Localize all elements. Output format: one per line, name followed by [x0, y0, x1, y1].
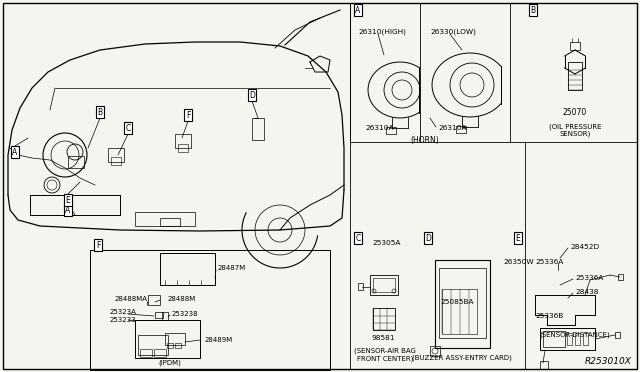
Text: 26310A: 26310A [365, 125, 394, 131]
Bar [167, 343, 173, 348]
Text: 25070: 25070 [563, 108, 587, 116]
Bar [148, 295, 160, 305]
Bar [135, 320, 200, 358]
Bar [386, 127, 396, 134]
Text: R253010X: R253010X [585, 357, 632, 366]
Bar [435, 260, 490, 348]
Text: 28452D: 28452D [570, 244, 599, 250]
Bar [583, 333, 588, 345]
Text: (HORN): (HORN) [411, 135, 440, 144]
Text: (IPDM): (IPDM) [159, 360, 181, 366]
Text: A: A [65, 205, 70, 215]
Text: D: D [425, 234, 431, 243]
Text: 28438: 28438 [575, 289, 598, 295]
Bar [543, 331, 565, 347]
Text: 25323A: 25323A [110, 309, 137, 315]
Text: 28488M: 28488M [168, 296, 196, 302]
Text: B: B [97, 108, 102, 116]
Text: C: C [125, 124, 131, 132]
Text: (BUZZER ASSY-ENTRY CARD): (BUZZER ASSY-ENTRY CARD) [412, 355, 512, 361]
Text: 26310A: 26310A [438, 125, 467, 131]
Text: 98581: 98581 [372, 335, 396, 341]
Text: 25336A: 25336A [535, 259, 563, 265]
Bar [442, 289, 477, 334]
Text: E: E [516, 234, 520, 243]
Text: F: F [96, 241, 100, 250]
Bar [570, 42, 580, 50]
Bar [430, 346, 440, 356]
Bar [439, 268, 486, 338]
Bar [160, 218, 180, 226]
Bar [373, 278, 395, 292]
Text: A: A [355, 6, 360, 15]
Text: 26350W: 26350W [503, 259, 534, 265]
Text: E: E [66, 196, 70, 205]
Bar [162, 312, 168, 320]
Bar [373, 308, 395, 330]
Text: 253233: 253233 [110, 317, 136, 323]
Bar [568, 62, 582, 90]
Text: 28487M: 28487M [218, 265, 246, 271]
Bar [615, 332, 620, 338]
Bar [456, 126, 466, 133]
Bar [160, 253, 215, 285]
Text: 25085BA: 25085BA [440, 299, 474, 305]
Text: 28488MA: 28488MA [115, 296, 148, 302]
Bar [178, 144, 188, 152]
Text: 26310(HIGH): 26310(HIGH) [358, 29, 406, 35]
Bar [370, 275, 398, 295]
Text: (SENSOR-AIR BAG
FRONT CENTER): (SENSOR-AIR BAG FRONT CENTER) [354, 348, 416, 362]
Bar [567, 333, 572, 345]
Text: B: B [531, 6, 536, 15]
Text: 26330(LOW): 26330(LOW) [430, 29, 476, 35]
Bar [618, 274, 623, 280]
Bar [68, 156, 84, 168]
Bar [540, 361, 548, 369]
Bar [155, 312, 163, 318]
Text: (SENSOR-DISTANCE): (SENSOR-DISTANCE) [540, 332, 611, 338]
Bar [175, 343, 181, 348]
Bar [154, 349, 166, 357]
Bar [358, 283, 363, 290]
Text: 28489M: 28489M [205, 337, 233, 343]
Text: 25305A: 25305A [372, 240, 401, 246]
Bar [165, 333, 185, 345]
Bar [111, 157, 121, 165]
Text: C: C [355, 234, 360, 243]
Bar [575, 333, 580, 345]
Bar [252, 118, 264, 140]
Text: F: F [186, 110, 190, 119]
Text: 25336A: 25336A [575, 275, 604, 281]
Text: 253238: 253238 [172, 311, 198, 317]
Bar [540, 328, 595, 350]
Text: 25336B: 25336B [535, 313, 563, 319]
Bar [175, 134, 191, 148]
Bar [90, 250, 330, 370]
Bar [135, 212, 195, 226]
Bar [138, 335, 168, 355]
Text: D: D [249, 90, 255, 99]
Bar [140, 349, 152, 357]
Text: A: A [12, 148, 18, 157]
Bar [108, 148, 124, 162]
Text: (OIL PRESSURE
SENSOR): (OIL PRESSURE SENSOR) [548, 123, 601, 137]
